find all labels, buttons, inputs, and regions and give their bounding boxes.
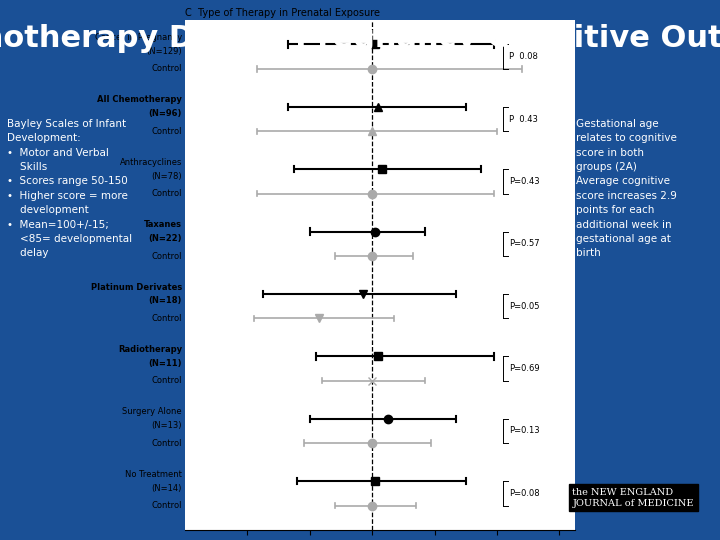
Text: Platinum Derivates: Platinum Derivates	[91, 282, 182, 292]
Text: P=0.57: P=0.57	[510, 239, 540, 248]
Text: (N=13): (N=13)	[151, 421, 182, 430]
Text: P  0.08: P 0.08	[510, 52, 539, 61]
Text: Control: Control	[151, 127, 182, 136]
Text: (N=11): (N=11)	[148, 359, 182, 368]
Text: Cancer in Pregnancy: Cancer in Pregnancy	[94, 33, 182, 42]
Text: P  0.43: P 0.43	[510, 114, 539, 124]
Text: All Chemotherapy: All Chemotherapy	[97, 96, 182, 104]
Text: Control: Control	[151, 438, 182, 448]
Text: P=0.13: P=0.13	[510, 427, 540, 435]
Text: No Treatment: No Treatment	[125, 470, 182, 478]
Text: (N=18): (N=18)	[148, 296, 182, 306]
Text: Taxanes: Taxanes	[144, 220, 182, 229]
Text: Control: Control	[151, 314, 182, 323]
Text: Bayley Scales of Infant
Development:
•  Motor and Verbal
    Skills
•  Scores ra: Bayley Scales of Infant Development: • M…	[7, 119, 132, 259]
Text: Gestational age
relates to cognitive
score in both
groups (2A)
Average cognitive: Gestational age relates to cognitive sco…	[576, 119, 677, 259]
Text: P=0.43: P=0.43	[510, 177, 540, 186]
Text: Control: Control	[151, 64, 182, 73]
Text: (N=22): (N=22)	[148, 234, 182, 243]
Text: (N=14): (N=14)	[151, 483, 182, 492]
Text: Radiotherapy: Radiotherapy	[118, 345, 182, 354]
Text: Control: Control	[151, 189, 182, 198]
Text: P=0.05: P=0.05	[510, 302, 540, 310]
Text: Control: Control	[151, 376, 182, 386]
Text: Chemotherapy During Pregnancy Cognitive Outcome: Chemotherapy During Pregnancy Cognitive …	[0, 24, 720, 53]
Text: Control: Control	[151, 252, 182, 260]
Text: the NEW ENGLAND
JOURNAL of MEDICINE: the NEW ENGLAND JOURNAL of MEDICINE	[572, 488, 694, 508]
Text: (N=96): (N=96)	[148, 109, 182, 118]
Text: P=0.69: P=0.69	[510, 364, 540, 373]
Text: (N=129): (N=129)	[146, 47, 182, 56]
Text: (N=78): (N=78)	[151, 172, 182, 181]
Text: Surgery Alone: Surgery Alone	[122, 407, 182, 416]
Text: P=0.08: P=0.08	[510, 489, 540, 498]
Text: Anthracyclines: Anthracyclines	[120, 158, 182, 167]
Text: C  Type of Therapy in Prenatal Exposure: C Type of Therapy in Prenatal Exposure	[185, 8, 380, 18]
Text: Control: Control	[151, 501, 182, 510]
